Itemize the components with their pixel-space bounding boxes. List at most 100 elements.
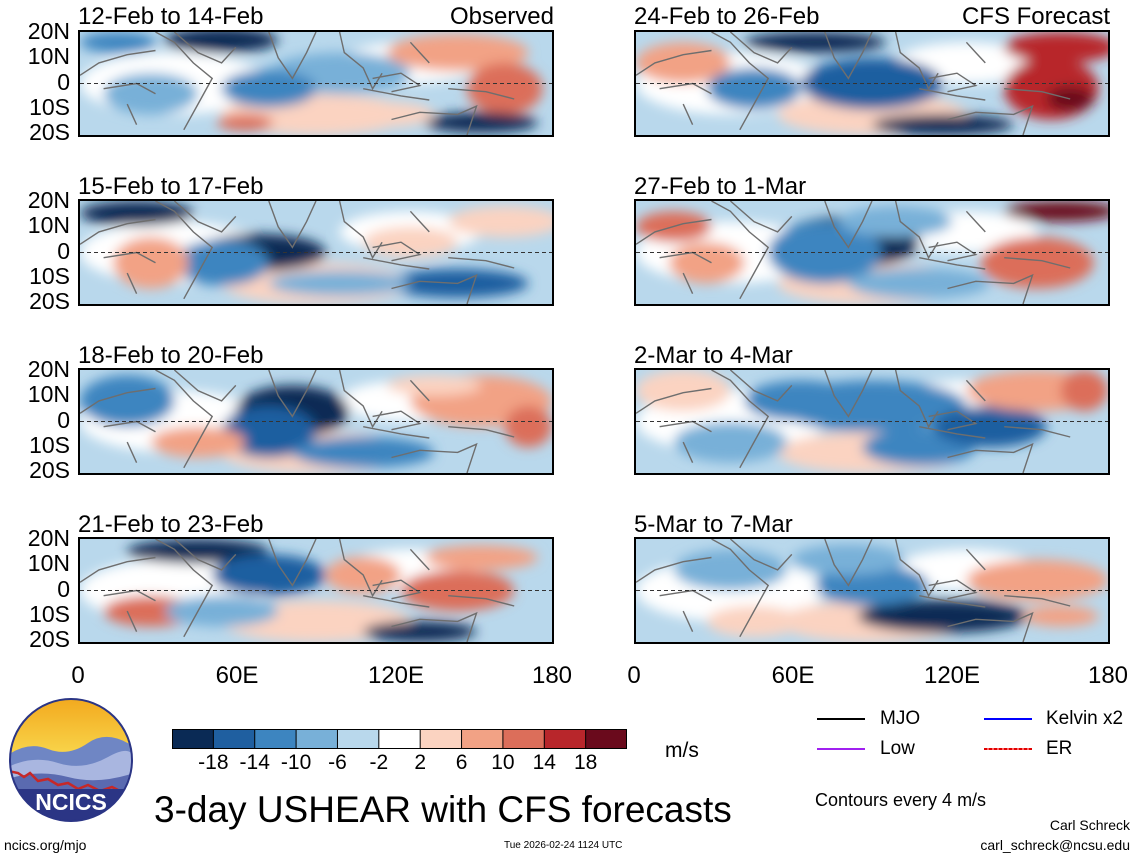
coastline: [928, 579, 978, 600]
coastline: [448, 88, 515, 100]
colorbar-tick-label: 14: [532, 751, 556, 774]
coastline: [919, 426, 986, 439]
shear-anomaly-blob: [164, 595, 279, 627]
ncics-logo: NCICS: [8, 697, 134, 823]
shear-anomaly-blob: [872, 114, 1014, 135]
coastline: [682, 441, 694, 463]
lon-tick: 180: [531, 662, 573, 689]
legend-line-er: [984, 748, 1032, 750]
colorbar-tick-label: -18: [198, 751, 229, 774]
author-email[interactable]: carl_schreck@ncsu.edu: [980, 837, 1130, 853]
coastline: [268, 201, 317, 249]
panel-title-3: 18-Feb to 20-Feb: [78, 342, 264, 369]
legend-line-mjo: [817, 718, 865, 720]
coastline: [729, 539, 793, 571]
map-panel-forecast-3: [634, 368, 1110, 475]
colorbar-swatch: [213, 729, 256, 749]
coastline: [965, 41, 986, 64]
shear-anomaly-blob: [424, 112, 538, 133]
lat-tick: 10N: [27, 381, 70, 407]
coastline: [173, 201, 237, 233]
legend-line-kelvin: [984, 718, 1032, 720]
contour-note: Contours every 4 m/s: [815, 790, 987, 810]
lat-tick: 10S: [29, 94, 70, 120]
colorbar-tick-label: -6: [328, 751, 347, 774]
shear-anomaly-blob: [386, 34, 529, 72]
coastline: [173, 539, 237, 571]
map-panel-observed-4: [78, 537, 554, 644]
lat-tick: 0: [57, 576, 70, 602]
coastline: [391, 104, 478, 135]
lat-tick: 20S: [29, 626, 70, 652]
shear-anomaly-blob: [1023, 605, 1099, 627]
shear-anomaly-blob: [363, 621, 477, 642]
colorbar-swatch: [296, 729, 338, 749]
coastline: [636, 387, 712, 414]
timestamp: Tue 2026-02-24 1124 UTC: [504, 840, 623, 851]
coastline: [448, 426, 515, 438]
coastline: [391, 611, 478, 642]
lat-tick: 0: [57, 69, 70, 95]
legend-label-low: Low: [880, 738, 915, 759]
lat-tick: 10S: [29, 601, 70, 627]
shear-anomaly-blob: [1004, 57, 1099, 120]
coastline: [919, 88, 986, 101]
site-link[interactable]: ncics.org/mjo: [4, 837, 87, 853]
shear-anomaly-blob: [80, 32, 156, 53]
coastline: [155, 201, 214, 300]
lon-tick: 0: [627, 662, 641, 689]
coastline: [1004, 257, 1071, 269]
units-label: m/s: [665, 739, 699, 762]
map-svg: [80, 32, 552, 135]
coastline: [947, 442, 1034, 473]
coastline: [363, 257, 430, 270]
coastline: [636, 49, 712, 76]
coastline: [363, 426, 430, 439]
shear-anomaly-blob: [636, 42, 731, 84]
coastline: [80, 218, 156, 245]
legend-label-kelvin: Kelvin x2: [1046, 708, 1124, 729]
map-svg: [636, 370, 1108, 473]
shear-anomaly-blob: [838, 206, 953, 238]
map-svg: [636, 539, 1108, 642]
coastline: [409, 379, 430, 402]
shear-anomaly-blob: [363, 226, 458, 258]
map-svg: [80, 370, 552, 473]
coastline: [363, 595, 430, 608]
lat-tick: 20N: [27, 18, 70, 44]
coastline: [126, 103, 138, 125]
coastline: [824, 201, 873, 249]
coastline: [126, 441, 138, 463]
map-panel-observed-3: [78, 368, 554, 475]
shear-anomaly-blob: [221, 70, 316, 108]
shear-anomaly-blob: [221, 406, 316, 458]
coastline: [965, 548, 986, 571]
shear-anomaly-blob: [801, 57, 943, 110]
shear-anomaly-blob: [744, 32, 887, 53]
shear-anomaly-blob: [164, 32, 279, 53]
chart-title: 3-day USHEAR with CFS forecasts: [154, 789, 732, 830]
coastline: [409, 548, 430, 571]
map-svg: [80, 539, 552, 642]
lat-tick: 10N: [27, 43, 70, 69]
colorbar: [172, 729, 628, 749]
shear-anomaly-blob: [292, 436, 434, 468]
shear-anomaly-blob: [673, 421, 788, 463]
coastline: [711, 539, 770, 638]
lat-tick: 10N: [27, 550, 70, 576]
colorbar-tick-label: 2: [414, 751, 427, 774]
coastline: [80, 49, 156, 76]
coastline: [729, 370, 793, 402]
lat-tick: 20S: [29, 457, 70, 483]
legend-label-er: ER: [1046, 738, 1073, 759]
shear-anomaly-blob: [791, 544, 906, 576]
coastline: [448, 595, 515, 607]
coastline: [372, 579, 422, 600]
shear-anomaly-blob: [636, 370, 731, 412]
coastline: [928, 72, 978, 93]
shear-anomaly-blob: [504, 406, 552, 448]
coastline: [947, 273, 1034, 304]
coastline: [126, 272, 138, 294]
lon-tick: 60E: [771, 662, 815, 689]
colorbar-tick-label: -10: [280, 751, 312, 774]
